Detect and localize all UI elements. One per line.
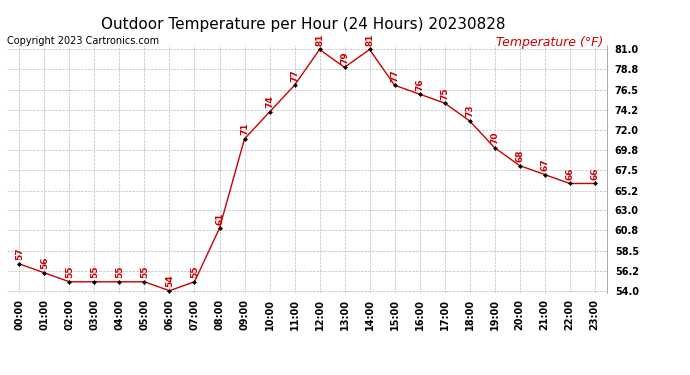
Text: 77: 77 xyxy=(290,69,299,82)
Text: 79: 79 xyxy=(340,51,349,64)
Text: Copyright 2023 Cartronics.com: Copyright 2023 Cartronics.com xyxy=(7,36,159,46)
Text: 66: 66 xyxy=(590,167,599,180)
Text: 81: 81 xyxy=(365,33,374,46)
Text: 77: 77 xyxy=(390,69,399,82)
Text: 75: 75 xyxy=(440,87,449,99)
Text: 67: 67 xyxy=(540,158,549,171)
Text: 74: 74 xyxy=(265,96,274,108)
Text: 71: 71 xyxy=(240,123,249,135)
Text: 57: 57 xyxy=(15,248,24,260)
Text: 81: 81 xyxy=(315,33,324,46)
Text: 55: 55 xyxy=(140,266,149,278)
Text: 55: 55 xyxy=(65,266,74,278)
Text: 55: 55 xyxy=(90,266,99,278)
Text: 55: 55 xyxy=(190,266,199,278)
Text: Temperature (°F): Temperature (°F) xyxy=(497,36,604,49)
Text: 61: 61 xyxy=(215,212,224,225)
Text: Outdoor Temperature per Hour (24 Hours) 20230828: Outdoor Temperature per Hour (24 Hours) … xyxy=(101,17,506,32)
Text: 56: 56 xyxy=(40,257,49,269)
Text: 55: 55 xyxy=(115,266,124,278)
Text: 73: 73 xyxy=(465,105,474,117)
Text: 66: 66 xyxy=(565,167,574,180)
Text: 76: 76 xyxy=(415,78,424,91)
Text: 68: 68 xyxy=(515,150,524,162)
Text: 54: 54 xyxy=(165,274,174,287)
Text: 70: 70 xyxy=(490,132,499,144)
